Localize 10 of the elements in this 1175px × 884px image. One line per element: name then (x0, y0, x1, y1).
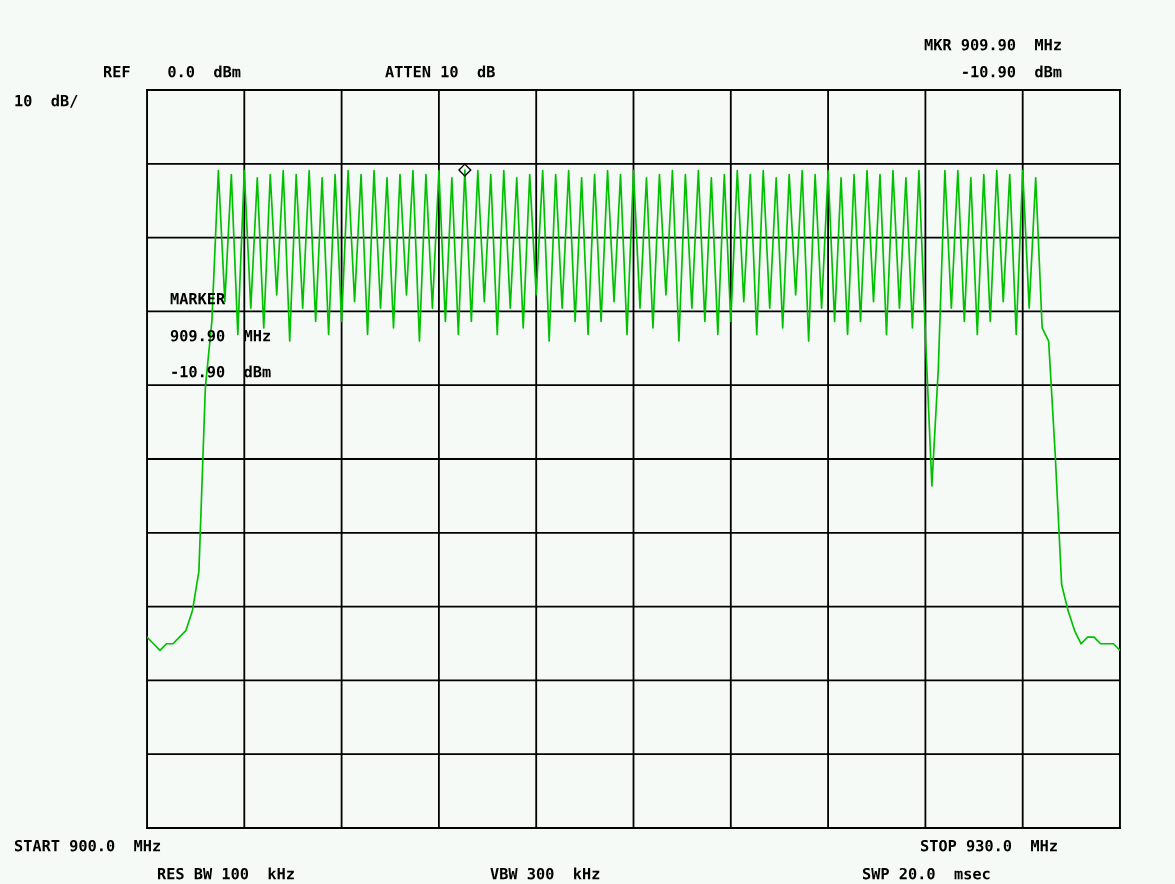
text: SWP 20.0 msec (862, 867, 990, 880)
text: VBW 300 kHz (490, 867, 600, 880)
text: MKR 909.90 MHz (924, 38, 1061, 51)
text: ATTEN 10 dB (385, 65, 495, 78)
text: RES BW 100 kHz (157, 867, 294, 880)
text: -10.90 dBm (963, 65, 1062, 78)
text: 10 dB/ (15, 94, 78, 108)
text: REF 0.0 dBm (103, 65, 241, 78)
text: START 900.0 MHz (14, 839, 161, 852)
text: STOP 930.0 MHz (921, 839, 1057, 852)
